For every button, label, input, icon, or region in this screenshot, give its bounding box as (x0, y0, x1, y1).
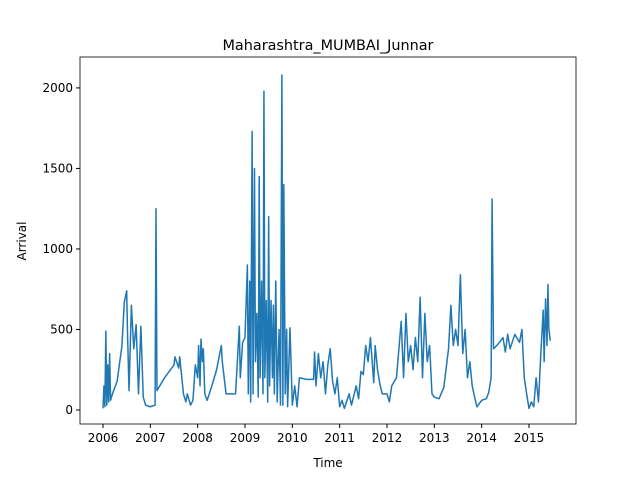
y-tick-label: 500 (50, 322, 73, 336)
x-tick-label: 2011 (324, 431, 355, 445)
y-tick-label: 1000 (42, 242, 73, 256)
line-series (102, 74, 552, 410)
plot-frame (79, 56, 577, 425)
y-tick-label: 1500 (42, 161, 73, 175)
x-tick-label: 2014 (466, 431, 497, 445)
x-tick-label: 2013 (419, 431, 450, 445)
chart-title: Maharashtra_MUMBAI_Junnar (223, 38, 434, 54)
x-tick-label: 2007 (135, 431, 166, 445)
x-tick-label: 2009 (230, 431, 261, 445)
x-tick-label: 2006 (88, 431, 119, 445)
x-axis-label: Time (312, 456, 342, 470)
y-tick-label: 0 (65, 403, 73, 417)
x-tick-label: 2010 (277, 431, 308, 445)
y-axis-label: Arrival (15, 222, 29, 261)
x-tick-label: 2012 (372, 431, 403, 445)
x-tick-label: 2008 (182, 431, 213, 445)
x-tick-label: 2015 (514, 431, 545, 445)
y-tick-label: 2000 (42, 81, 73, 95)
